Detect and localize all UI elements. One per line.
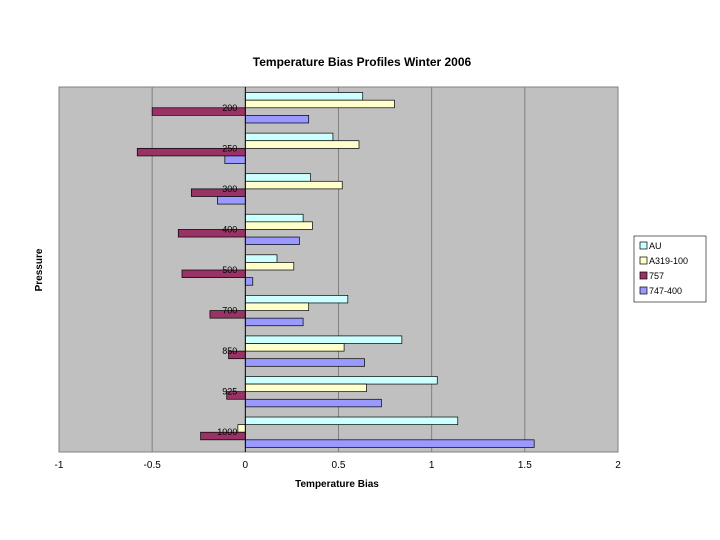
- y-axis-label: Pressure: [34, 248, 45, 291]
- category-label: 300: [222, 184, 237, 194]
- bar-747-400-500: [244, 277, 254, 286]
- category-label: 1000: [217, 427, 237, 437]
- bar-au-850: [244, 335, 403, 344]
- legend-label: 747-400: [649, 286, 682, 296]
- bar-747-400-400: [244, 236, 300, 245]
- category-label: 250: [222, 143, 237, 153]
- bar-au-400: [244, 213, 304, 223]
- bar-a319-100-400: [244, 221, 313, 230]
- bar-au-300: [244, 173, 311, 182]
- bar-747-400-925: [244, 398, 382, 408]
- chart-title: Temperature Bias Profiles Winter 2006: [253, 55, 472, 69]
- x-tick-label: 1.5: [518, 460, 532, 471]
- x-tick-label: 2: [615, 460, 621, 471]
- legend-label: A319-100: [649, 256, 688, 266]
- bar-747-400-250: [224, 155, 246, 164]
- x-tick-labels: -1 -0.5 0 0.5 1 1.5 2: [55, 460, 622, 471]
- category-label: 500: [222, 265, 237, 275]
- legend-swatch: [639, 286, 648, 295]
- bar-a319-100-850: [244, 343, 345, 352]
- bar-au-500: [244, 254, 278, 263]
- category-label: 200: [222, 103, 237, 113]
- bar-a319-100-925: [244, 383, 367, 393]
- legend-swatch: [639, 271, 648, 280]
- category-label: 850: [222, 346, 237, 356]
- bar-a319-100-1000: [237, 424, 246, 433]
- bar-747-400-700: [244, 317, 304, 327]
- category-labels: 200 250 300 400 500 700 850 925 1000: [217, 103, 237, 437]
- x-axis-label: Temperature Bias: [295, 479, 379, 490]
- category-label: 400: [222, 224, 237, 234]
- legend-label: 757: [649, 271, 664, 281]
- bar-au-1000: [244, 416, 459, 425]
- x-tick-label: 0: [243, 460, 249, 471]
- bar-a319-100-250: [244, 140, 360, 149]
- category-label: 925: [222, 387, 237, 397]
- x-tick-label: 0.5: [332, 460, 346, 471]
- bar-au-925: [244, 376, 438, 385]
- bar-747-400-200: [244, 115, 310, 124]
- bar-au-200: [244, 92, 364, 101]
- bar-a319-100-200: [244, 99, 395, 109]
- bar-a319-100-700: [244, 302, 310, 311]
- bar-747-400-850: [244, 358, 365, 367]
- legend-label: AU: [649, 241, 662, 251]
- bar-a319-100-500: [244, 262, 295, 271]
- x-tick-label: -0.5: [144, 460, 162, 471]
- bar-au-700: [244, 295, 349, 304]
- legend-swatch: [639, 241, 648, 250]
- legend-swatch: [639, 256, 648, 265]
- category-label: 700: [222, 306, 237, 316]
- x-tick-label: 1: [429, 460, 435, 471]
- x-tick-label: -1: [55, 460, 64, 471]
- legend: AU A319-100 757 747-400: [633, 235, 707, 303]
- bar-au-250: [244, 132, 334, 142]
- bar-747-400-1000: [244, 439, 535, 448]
- bar-a319-100-300: [244, 180, 343, 190]
- bar-747-400-300: [217, 196, 246, 205]
